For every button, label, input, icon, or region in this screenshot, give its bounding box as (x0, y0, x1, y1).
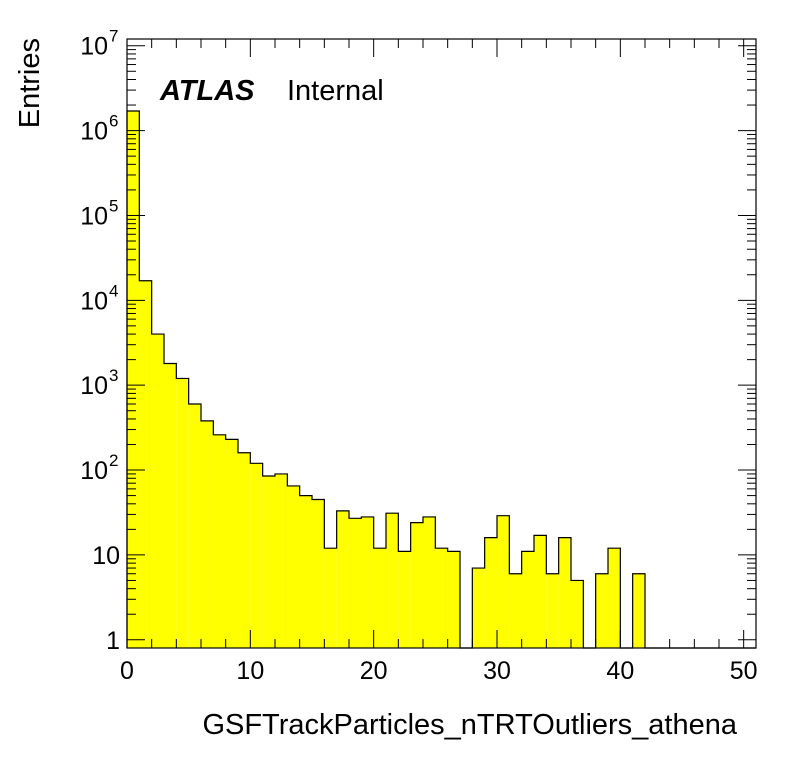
y-tick-exponent: 3 (109, 366, 118, 385)
histogram-bar (447, 551, 460, 648)
x-axis-title: GSFTrackParticles_nTRTOutliers_athena (202, 709, 737, 741)
histogram-bar (201, 420, 214, 648)
histogram-bar (250, 463, 263, 648)
histogram-bar (176, 378, 189, 648)
histogram-bar (312, 499, 325, 648)
histogram-bar (571, 580, 584, 648)
histogram-bar (595, 573, 608, 648)
y-tick-label: 10 (80, 287, 108, 315)
histogram-bar (521, 551, 534, 648)
histogram-bar (151, 334, 164, 648)
atlas-label: ATLAS (159, 75, 255, 107)
y-tick-exponent: 6 (109, 112, 118, 131)
histogram-bar (435, 548, 448, 648)
histogram-bar (534, 535, 547, 648)
histogram-bar (299, 495, 312, 648)
x-tick-label: 20 (360, 657, 388, 685)
histogram-bar (373, 548, 386, 648)
internal-label: Internal (287, 75, 384, 107)
y-tick-label: 10 (92, 542, 120, 570)
y-tick-label: 10 (80, 457, 108, 485)
histogram-bar (361, 516, 374, 648)
x-tick-label: 50 (730, 657, 758, 685)
histogram-bar (398, 551, 411, 648)
histogram-bar (386, 513, 399, 648)
y-tick-exponent: 5 (109, 196, 118, 215)
histogram-bar (349, 518, 362, 648)
histogram-bar (164, 363, 177, 648)
y-axis-title: Entries (14, 38, 46, 128)
histogram-bar (188, 404, 201, 648)
histogram-bar (275, 473, 288, 648)
histogram-bar (225, 439, 238, 648)
x-tick-label: 30 (483, 657, 511, 685)
histogram-bar (509, 573, 522, 648)
histogram-bar (213, 434, 226, 648)
histogram-bar (127, 111, 140, 649)
y-tick-label: 10 (80, 202, 108, 230)
bars-layer (126, 110, 756, 649)
histogram-bar (410, 522, 423, 648)
histogram-bar (238, 452, 251, 648)
histogram-bar (336, 510, 349, 648)
x-tick-label: 10 (236, 657, 264, 685)
y-tick-exponent: 4 (109, 281, 118, 300)
y-tick-exponent: 2 (109, 451, 118, 470)
histogram-bar (497, 515, 510, 648)
histogram-bar (546, 573, 559, 648)
histogram-bar (324, 548, 337, 648)
histogram-bar (608, 548, 621, 648)
histogram-bar (558, 537, 571, 648)
histogram-outline (126, 110, 756, 649)
x-tick-label: 0 (120, 657, 134, 685)
y-tick-label: 10 (80, 118, 108, 146)
y-tick-exponent: 7 (109, 27, 118, 46)
histogram-bar (262, 476, 275, 648)
y-tick-label: 10 (80, 372, 108, 400)
histogram-bar (139, 280, 152, 648)
x-tick-label: 40 (606, 657, 634, 685)
y-tick-label: 10 (80, 33, 108, 61)
histogram-bar (287, 485, 300, 648)
ticks-layer (126, 39, 756, 648)
plot-frame (126, 38, 757, 649)
y-tick-label: 1 (106, 627, 120, 655)
histogram-bar (632, 573, 645, 648)
histogram-bar (423, 516, 436, 648)
histogram-bar (472, 568, 485, 648)
histogram-bar (484, 537, 497, 648)
